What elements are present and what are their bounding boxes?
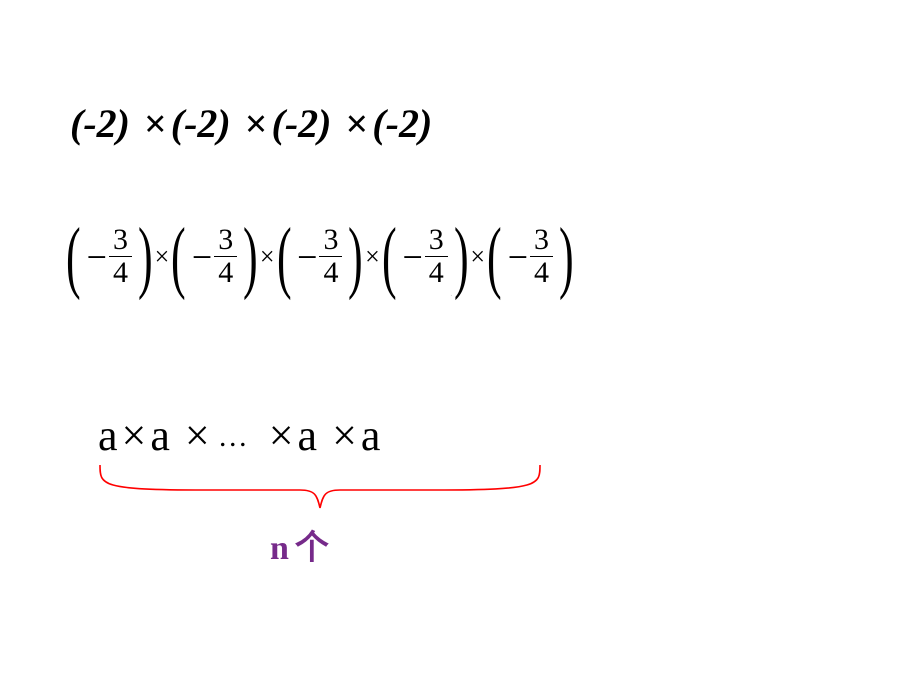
right-paren: ) xyxy=(348,229,363,285)
operator: × xyxy=(140,101,171,146)
denominator: 4 xyxy=(319,257,342,288)
variable: a xyxy=(98,411,118,460)
minus-sign: − xyxy=(508,236,528,278)
fraction: 3 4 xyxy=(425,225,448,288)
numerator: 3 xyxy=(319,225,342,257)
variable: a xyxy=(150,411,170,460)
operator: × xyxy=(181,411,214,460)
numerator: 3 xyxy=(109,225,132,257)
minus-sign: − xyxy=(87,236,107,278)
fraction: 3 4 xyxy=(214,225,237,288)
fraction-term: ( − 3 4 ) xyxy=(165,225,264,288)
minus-sign: − xyxy=(297,236,317,278)
variable: a xyxy=(361,411,381,460)
variable: a xyxy=(298,411,318,460)
underbrace-icon xyxy=(95,460,545,520)
slide: (-2) ×(-2) ×(-2) ×(-2) ( − 3 4 ) × ( − 3… xyxy=(0,0,920,690)
operator: × xyxy=(241,101,272,146)
operator: × xyxy=(328,411,361,460)
expression-line-3: a×a ×… ×a ×a xyxy=(98,410,380,461)
minus-sign: − xyxy=(192,236,212,278)
minus-sign: − xyxy=(402,236,422,278)
term: (-2) xyxy=(70,101,130,146)
left-paren: ( xyxy=(487,229,502,285)
term: (-2) xyxy=(372,101,432,146)
fraction-term: ( − 3 4 ) xyxy=(271,225,370,288)
right-paren: ) xyxy=(138,229,153,285)
fraction: 3 4 xyxy=(109,225,132,288)
ellipsis: … xyxy=(214,420,254,453)
numerator: 3 xyxy=(425,225,448,257)
operator: × xyxy=(342,101,373,146)
operator: × xyxy=(265,411,298,460)
label-suffix: 个 xyxy=(295,529,329,567)
numerator: 3 xyxy=(530,225,553,257)
operator: × xyxy=(118,411,151,460)
left-paren: ( xyxy=(66,229,81,285)
fraction: 3 4 xyxy=(530,225,553,288)
denominator: 4 xyxy=(530,257,553,288)
fraction-term: ( − 3 4 ) xyxy=(60,225,159,288)
expression-line-1: (-2) ×(-2) ×(-2) ×(-2) xyxy=(70,100,432,147)
left-paren: ( xyxy=(382,229,397,285)
fraction-term: ( − 3 4 ) xyxy=(376,225,475,288)
watermark: . xyxy=(450,288,453,299)
expression-line-3-wrap: a×a ×… ×a ×a xyxy=(98,410,380,461)
left-paren: ( xyxy=(277,229,292,285)
expression-line-2: ( − 3 4 ) × ( − 3 4 ) × ( − 3 4 ) xyxy=(60,225,580,288)
label-n: n xyxy=(270,530,289,567)
numerator: 3 xyxy=(214,225,237,257)
left-paren: ( xyxy=(171,229,186,285)
count-label: n个 xyxy=(270,520,329,569)
denominator: 4 xyxy=(425,257,448,288)
denominator: 4 xyxy=(214,257,237,288)
right-paren: ) xyxy=(454,229,469,285)
denominator: 4 xyxy=(109,257,132,288)
term: (-2) xyxy=(272,101,332,146)
fraction: 3 4 xyxy=(319,225,342,288)
fraction-term: ( − 3 4 ) xyxy=(481,225,580,288)
term: (-2) xyxy=(171,101,231,146)
right-paren: ) xyxy=(559,229,574,285)
right-paren: ) xyxy=(243,229,258,285)
